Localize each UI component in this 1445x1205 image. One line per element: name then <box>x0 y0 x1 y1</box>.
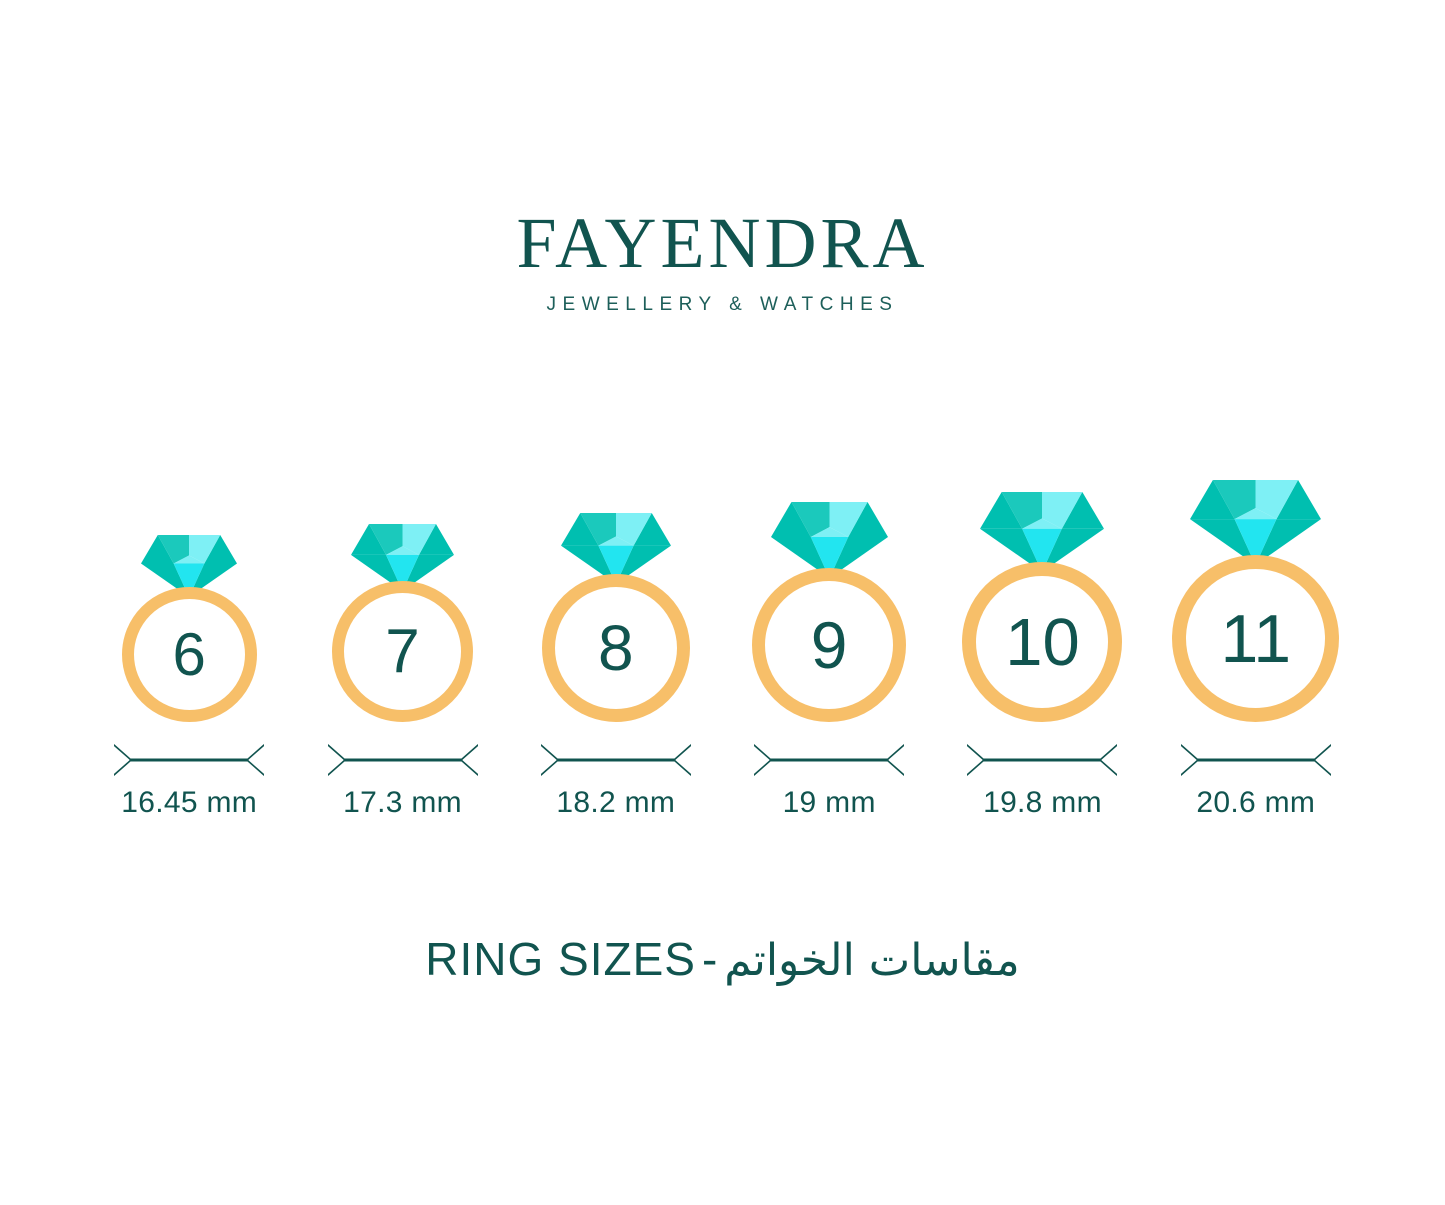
page-title-english: RING SIZES <box>425 933 696 985</box>
ring-band: 7 <box>332 581 473 722</box>
ring-measurement-label: 19 mm <box>782 786 876 819</box>
brand-tagline: JEWELLERY & WATCHES <box>546 294 899 315</box>
diamond-icon <box>141 535 238 597</box>
ring-size-cell[interactable]: 6 16.45 mm <box>83 440 296 820</box>
ring-measurement-label: 16.45 mm <box>121 786 258 819</box>
ring-size-cell[interactable]: 9 19 mm <box>723 440 936 820</box>
ring-measurement-label: 20.6 mm <box>1196 786 1316 819</box>
ring-illustration: 7 <box>332 524 473 722</box>
ring-size-number: 7 <box>385 616 420 686</box>
ring-illustration: 6 <box>121 535 257 722</box>
ring-size-cell[interactable]: 7 17.3 mm <box>296 440 509 820</box>
ring-size-number: 9 <box>810 608 848 682</box>
ring-band: 6 <box>121 587 257 722</box>
brand-name: FAYENDRA <box>516 203 929 283</box>
ring-illustration: 11 <box>1172 480 1340 722</box>
ring-measurement-label: 19.8 mm <box>983 786 1102 819</box>
ring-measurement-label: 17.3 mm <box>343 786 462 819</box>
ring-size-row: 6 16.45 mm 7 17.3 mm 8 18.2 mm 9 19 mm 10 19.8 mm… <box>0 440 1445 820</box>
ring-illustration: 9 <box>752 502 907 722</box>
ring-illustration: 8 <box>541 513 690 722</box>
diamond-icon <box>351 524 454 591</box>
ring-size-number: 10 <box>1005 604 1080 680</box>
dimension-line <box>754 744 905 776</box>
dimension-line <box>540 744 691 776</box>
dimension-line <box>1180 744 1331 776</box>
dimension-line <box>114 744 265 776</box>
ring-measurement-label: 18.2 mm <box>556 786 676 819</box>
ring-size-cell[interactable]: 10 19.8 mm <box>936 440 1149 820</box>
ring-size-number: 11 <box>1220 600 1292 677</box>
dimension-line <box>967 744 1118 776</box>
ring-band: 10 <box>962 562 1123 722</box>
diamond-icon <box>770 502 888 578</box>
brand-block: FAYENDRA JEWELLERY & WATCHES <box>0 206 1445 316</box>
ring-band: 8 <box>541 574 690 722</box>
dimension-line <box>327 744 478 776</box>
ring-size-number: 6 <box>172 620 206 688</box>
ring-size-number: 8 <box>598 612 634 684</box>
page-title-arabic: مقاسات الخواتم <box>724 935 1020 986</box>
ring-band: 11 <box>1172 555 1340 722</box>
diamond-icon <box>1190 480 1322 565</box>
ring-band: 9 <box>752 568 907 722</box>
ring-size-cell[interactable]: 11 20.6 mm <box>1149 440 1362 820</box>
page-title-separator: - <box>701 933 719 985</box>
page-title: RING SIZES - مقاسات الخواتم <box>0 932 1445 986</box>
diamond-icon <box>980 492 1105 572</box>
ring-illustration: 10 <box>962 492 1123 722</box>
ring-size-cell[interactable]: 8 18.2 mm <box>509 440 722 820</box>
